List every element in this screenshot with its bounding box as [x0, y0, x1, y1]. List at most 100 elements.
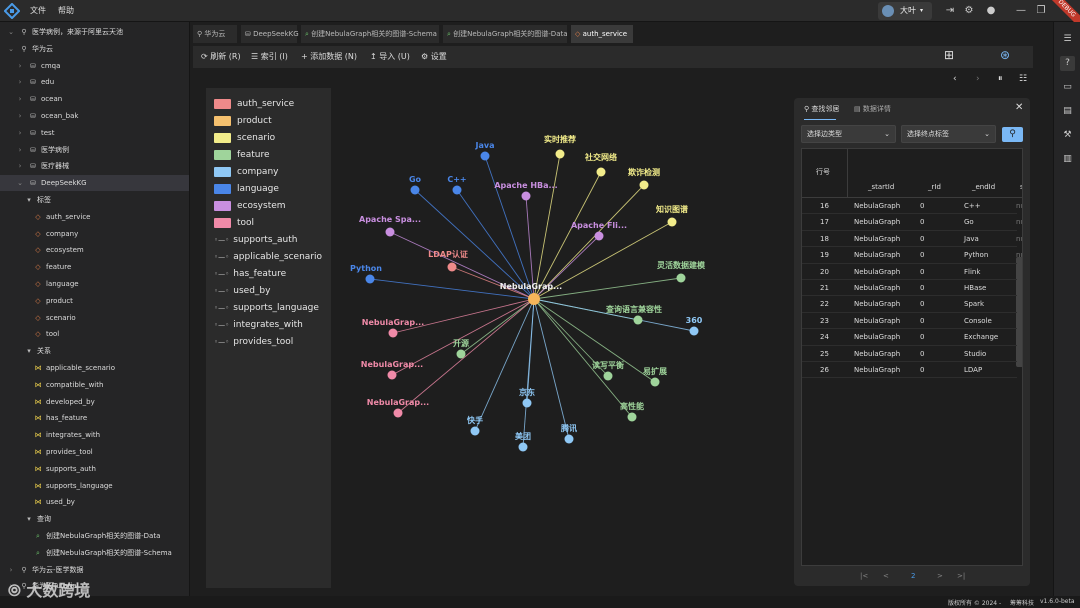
- graph-edge[interactable]: [533, 277, 682, 300]
- table-row[interactable]: 17 NebulaGraph 0 Go nu: [802, 214, 1022, 231]
- expand-icon[interactable]: ›: [18, 145, 22, 154]
- graph-node[interactable]: [452, 185, 462, 195]
- graph-node[interactable]: [689, 326, 699, 336]
- graph-edge[interactable]: [484, 155, 535, 300]
- menu-file[interactable]: 文件: [30, 6, 46, 15]
- pause-icon[interactable]: ⏸: [998, 74, 1003, 84]
- expand-icon[interactable]: ›: [9, 582, 13, 591]
- database-icon[interactable]: ▤: [1063, 106, 1072, 116]
- col-start-id[interactable]: _startId: [868, 183, 895, 191]
- legend-edge[interactable]: ◦—◦ integrates_with: [214, 317, 303, 333]
- expand-icon[interactable]: ›: [18, 78, 22, 87]
- sidebar-item[interactable]: › ⛁ ocean: [0, 91, 189, 107]
- sidebar-item[interactable]: › ⚲ 华为云-医学数据: [0, 562, 189, 578]
- graph-node[interactable]: [388, 328, 398, 338]
- legend-tag[interactable]: product: [214, 113, 272, 129]
- expand-icon[interactable]: ›: [9, 565, 13, 574]
- sidebar-item[interactable]: ⋈ supports_language: [0, 478, 189, 494]
- table-row[interactable]: 16 NebulaGraph 0 C++ nu: [802, 198, 1022, 215]
- legend-edge[interactable]: ◦—◦ has_feature: [214, 266, 286, 282]
- sidebar-item[interactable]: ◇ tool: [0, 326, 189, 342]
- graph-node[interactable]: [521, 191, 531, 201]
- sidebar-item[interactable]: ▾ 查询: [0, 511, 189, 527]
- graph-edge[interactable]: [533, 298, 695, 332]
- col-rank[interactable]: _rId: [928, 183, 941, 191]
- sidebar-item[interactable]: ◇ ecosystem: [0, 242, 189, 258]
- table-row[interactable]: 19 NebulaGraph 0 Python nu: [802, 247, 1022, 264]
- search-button[interactable]: ⚲: [1002, 127, 1023, 142]
- sidebar-item[interactable]: ◇ auth_service: [0, 209, 189, 225]
- table-row[interactable]: 20 NebulaGraph 0 Flink: [802, 264, 1017, 280]
- legend-edge[interactable]: ◦—◦ used_by: [214, 283, 270, 299]
- next-icon[interactable]: ›: [976, 74, 980, 84]
- menu-icon[interactable]: ☰: [1063, 34, 1072, 44]
- user-menu[interactable]: 大叶 ▾: [878, 2, 932, 20]
- graph-edge[interactable]: [397, 298, 535, 414]
- expand-icon[interactable]: ⌄: [8, 28, 14, 36]
- sidebar-item[interactable]: › ⛁ edu: [0, 74, 189, 90]
- help-icon[interactable]: ?: [1060, 56, 1075, 71]
- graph-edge[interactable]: [391, 298, 535, 376]
- table-row[interactable]: 23 NebulaGraph 0 Console: [802, 313, 1017, 330]
- graph-node[interactable]: [603, 371, 613, 381]
- table-row[interactable]: 18 NebulaGraph 0 Java nu: [802, 231, 1022, 248]
- table-view-icon[interactable]: ⊞: [944, 48, 955, 62]
- close-icon[interactable]: ✕: [1015, 102, 1024, 113]
- graph-edge[interactable]: [525, 195, 535, 300]
- tab-item[interactable]: ◇ auth_service: [571, 25, 633, 43]
- legend-tag[interactable]: tool: [214, 215, 254, 231]
- graph-edge[interactable]: [533, 298, 570, 440]
- index-button[interactable]: ☰ 索引 (I): [251, 52, 288, 61]
- graph-node[interactable]: [518, 442, 528, 452]
- sidebar-item[interactable]: ⋈ compatible_with: [0, 377, 189, 393]
- sidebar-item[interactable]: ⌄ ⛁ DeepSeekKG: [0, 175, 189, 192]
- sidebar-item[interactable]: ◇ scenario: [0, 310, 189, 326]
- graph-edge[interactable]: [522, 298, 535, 448]
- graph-edge[interactable]: [460, 298, 535, 355]
- sidebar-item[interactable]: ▾ 关系: [0, 343, 189, 359]
- graph-edge[interactable]: [533, 298, 656, 383]
- graph-edge[interactable]: [533, 235, 600, 300]
- legend-tag[interactable]: scenario: [214, 130, 275, 146]
- legend-tag[interactable]: language: [214, 181, 279, 197]
- sidebar-item[interactable]: ⋈ provides_tool: [0, 444, 189, 460]
- graph-edge[interactable]: [533, 184, 645, 300]
- graph-node[interactable]: [410, 185, 420, 195]
- table-row[interactable]: 26 NebulaGraph 0 LDAP: [802, 362, 1017, 379]
- graph-center-node[interactable]: [528, 293, 540, 305]
- github-icon[interactable]: ●: [986, 5, 996, 16]
- sidebar-item[interactable]: ◇ language: [0, 276, 189, 292]
- tab-item[interactable]: ⛁ DeepSeekKG: [241, 25, 299, 43]
- prev-icon[interactable]: ‹: [953, 74, 957, 84]
- sidebar-item[interactable]: ◇ feature: [0, 259, 189, 275]
- sidebar-item[interactable]: › ⚲ 华为云Tutorial: [0, 578, 189, 594]
- tab-item[interactable]: ⌕ 创建NebulaGraph相关的图谱-Schema: [301, 25, 439, 43]
- col-extra[interactable]: s: [1020, 183, 1022, 191]
- legend-tag[interactable]: feature: [214, 147, 270, 163]
- graph-edge[interactable]: [533, 298, 609, 377]
- sidebar-item[interactable]: ⌄ ⚲ 医学病例，来源于阿里云天池: [0, 24, 189, 40]
- sidebar-item[interactable]: › ⛁ 医疗器械: [0, 158, 189, 174]
- minimize-icon[interactable]: —: [1016, 5, 1026, 16]
- refresh-button[interactable]: ⟳ 刷新 (R): [201, 52, 241, 61]
- col-row-number[interactable]: 行号: [816, 168, 830, 176]
- end-tag-select[interactable]: 选择终点标签 ⌄: [901, 125, 996, 143]
- sidebar-item[interactable]: ⋈ developed_by: [0, 394, 189, 410]
- settings-button[interactable]: ⚙ 设置: [421, 52, 447, 61]
- graph-node[interactable]: [633, 315, 643, 325]
- graph-edge[interactable]: [389, 231, 535, 300]
- graph-node[interactable]: [594, 231, 604, 241]
- graph-edge[interactable]: [414, 189, 535, 300]
- graph-node[interactable]: [555, 149, 565, 159]
- tab-lookup-neighbors[interactable]: ⚲ 查找邻居: [804, 105, 840, 113]
- pager-first[interactable]: |<: [860, 572, 869, 580]
- graph-node[interactable]: [470, 426, 480, 436]
- graph-node[interactable]: [627, 412, 637, 422]
- graph-node[interactable]: [522, 398, 532, 408]
- graph-node[interactable]: [393, 408, 403, 418]
- graph-edge[interactable]: [533, 221, 673, 300]
- tab-item[interactable]: ⚲ 华为云: [193, 25, 237, 43]
- sidebar-item[interactable]: ⋈ supports_auth: [0, 461, 189, 477]
- sidebar-item[interactable]: › ⛁ ocean_bak: [0, 108, 189, 124]
- legend-edge[interactable]: ◦—◦ provides_tool: [214, 334, 293, 350]
